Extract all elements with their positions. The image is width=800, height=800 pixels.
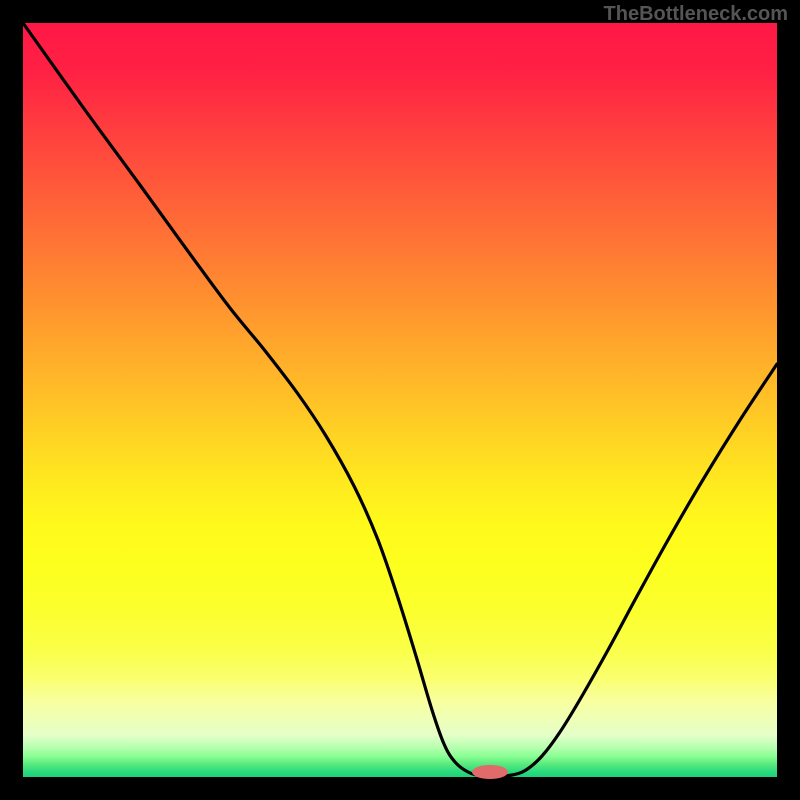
chart-frame: TheBottleneck.com [0,0,800,800]
attribution-text: TheBottleneck.com [604,3,788,26]
gradient-background [23,23,777,777]
